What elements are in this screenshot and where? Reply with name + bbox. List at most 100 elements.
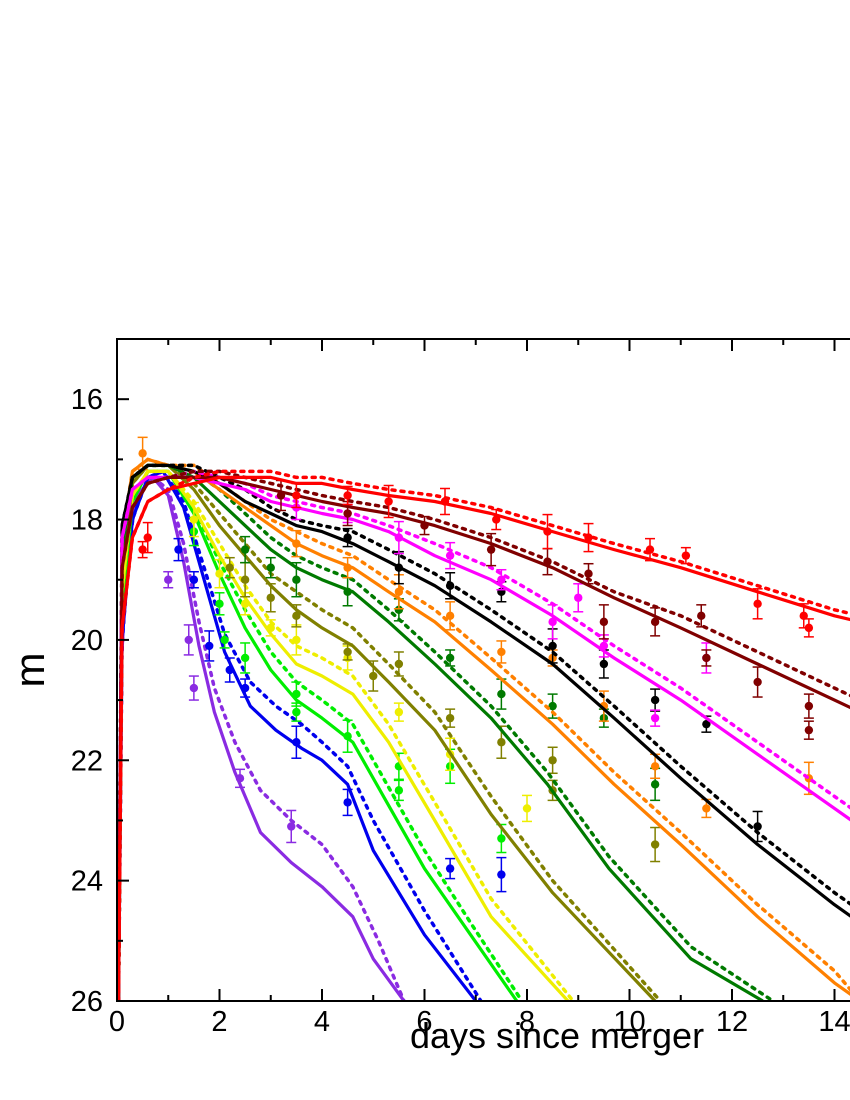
data-point — [394, 707, 404, 717]
data-point — [266, 593, 275, 602]
x-tick-label: 6 — [416, 1006, 432, 1038]
data-point — [548, 641, 557, 651]
data-point — [650, 695, 660, 705]
data-point — [394, 533, 404, 542]
data-point — [445, 551, 455, 560]
data-point — [697, 611, 706, 621]
series-2-solid-line — [117, 469, 519, 1001]
data-point — [343, 509, 352, 518]
data-point — [394, 587, 404, 596]
data-point — [804, 725, 814, 735]
data-point — [394, 786, 404, 795]
data-point — [753, 677, 762, 687]
y-tick-label: 24 — [71, 866, 103, 898]
series-5-dotted-line — [117, 463, 775, 1001]
data-point — [548, 617, 557, 627]
data-point — [702, 804, 711, 813]
data-point — [343, 587, 352, 596]
data-point — [753, 822, 762, 831]
data-point — [650, 617, 660, 627]
data-point — [189, 515, 199, 524]
x-tick-label: 12 — [716, 1006, 748, 1038]
data-point — [497, 870, 506, 879]
data-point — [702, 719, 711, 729]
data-point — [548, 756, 557, 765]
data-point — [543, 527, 552, 536]
data-point — [240, 683, 250, 693]
data-point — [292, 707, 301, 717]
data-point — [292, 635, 301, 645]
data-point — [369, 671, 378, 681]
x-tick-label: 2 — [211, 1006, 227, 1038]
data-point — [287, 822, 296, 831]
data-point — [799, 611, 808, 621]
data-point — [138, 545, 147, 554]
data-point — [497, 738, 506, 747]
data-point — [292, 575, 301, 584]
data-point — [189, 683, 199, 693]
x-tick-label: 4 — [314, 1006, 330, 1038]
data-point — [343, 647, 352, 657]
data-point — [384, 497, 393, 506]
x-tick-label: 10 — [613, 1006, 645, 1038]
data-point — [276, 491, 286, 500]
series-6-solid-line — [117, 457, 850, 1001]
data-point — [522, 804, 532, 813]
data-point — [804, 623, 814, 633]
data-point — [184, 635, 193, 645]
data-point — [138, 449, 147, 458]
data-point — [574, 593, 583, 602]
y-tick-label: 16 — [71, 384, 103, 416]
data-point — [681, 551, 691, 560]
data-point — [292, 491, 301, 500]
data-point — [599, 617, 609, 627]
data-point — [645, 545, 655, 554]
data-point — [702, 653, 711, 663]
data-point — [292, 539, 301, 548]
data-point — [543, 557, 552, 566]
series-7 — [117, 463, 850, 1001]
data-point — [650, 780, 660, 789]
data-point — [143, 533, 152, 542]
data-point — [292, 689, 301, 699]
data-point — [394, 605, 404, 615]
data-point — [343, 491, 352, 500]
plot-frame — [116, 338, 850, 1002]
x-axis-label: days since merger — [410, 1015, 704, 1056]
data-point — [215, 569, 224, 578]
data-point — [486, 545, 496, 554]
x-tick-label: 14 — [818, 1006, 850, 1038]
series-layer — [117, 436, 850, 1001]
data-point — [240, 545, 250, 554]
data-point — [225, 665, 234, 675]
series-4 — [117, 463, 663, 1001]
data-point — [240, 575, 250, 584]
y-tick-label: 20 — [71, 625, 103, 657]
series-9-dotted-line — [117, 469, 850, 1001]
data-point — [343, 732, 352, 741]
data-point — [343, 563, 352, 572]
series-6 — [117, 436, 850, 1001]
data-point — [753, 599, 762, 608]
data-point — [394, 563, 404, 572]
data-point — [445, 864, 455, 873]
data-point — [240, 653, 250, 663]
series-8-solid-line — [117, 475, 850, 1001]
series-7-solid-line — [117, 463, 850, 1001]
data-point — [220, 635, 229, 645]
data-point — [225, 563, 234, 572]
data-point — [266, 563, 275, 572]
data-point — [548, 701, 557, 711]
data-point — [174, 545, 183, 554]
data-point — [650, 713, 660, 723]
data-point — [292, 611, 301, 621]
data-point — [599, 659, 609, 669]
y-tick-label: 22 — [71, 745, 103, 777]
data-point — [650, 840, 660, 849]
data-point — [650, 762, 660, 771]
y-tick-label: 18 — [71, 505, 103, 537]
series-8-dotted-line — [117, 469, 850, 1001]
series-10 — [117, 469, 850, 1001]
